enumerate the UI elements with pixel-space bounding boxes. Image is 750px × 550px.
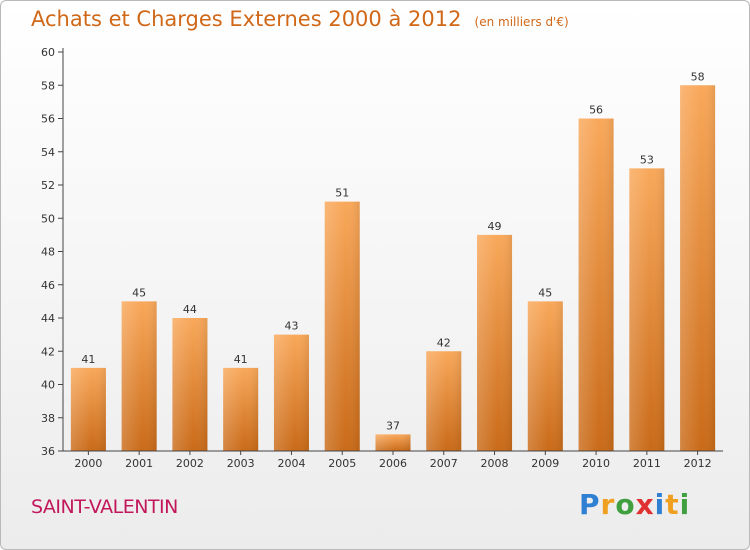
y-tick-label: 36: [41, 445, 55, 458]
y-tick-label: 60: [41, 46, 55, 59]
x-tick-label: 2003: [227, 457, 255, 470]
logo-letter: P: [579, 488, 601, 521]
bar-value-label: 42: [437, 336, 451, 349]
bar-value-label: 41: [234, 353, 248, 366]
logo-letter: r: [600, 488, 616, 521]
y-tick-label: 44: [41, 312, 55, 325]
y-tick-label: 42: [41, 345, 55, 358]
bar-shade: [375, 434, 411, 451]
bar-value-label: 58: [691, 70, 705, 83]
bar-value-label: 49: [488, 220, 502, 233]
logo-letter: t: [665, 488, 680, 521]
x-tick-label: 2011: [633, 457, 661, 470]
logo-letter: i: [679, 488, 691, 521]
y-tick-label: 40: [41, 379, 55, 392]
x-tick-label: 2006: [379, 457, 407, 470]
y-tick-label: 50: [41, 212, 55, 225]
x-tick-label: 2002: [176, 457, 204, 470]
y-tick-label: 54: [41, 146, 55, 159]
x-tick-label: 2012: [684, 457, 712, 470]
proxiti-logo: Proxiti: [579, 488, 690, 521]
bar-shade: [477, 234, 513, 451]
y-tick-label: 46: [41, 279, 55, 292]
x-tick-label: 2008: [481, 457, 509, 470]
x-tick-label: 2007: [430, 457, 458, 470]
x-tick-label: 2009: [531, 457, 559, 470]
y-tick-label: 38: [41, 412, 55, 425]
chart-title: Achats et Charges Externes 2000 à 2012: [31, 7, 462, 31]
commune-name: SAINT-VALENTIN: [31, 496, 178, 518]
bar-value-label: 53: [640, 153, 654, 166]
y-tick-label: 52: [41, 179, 55, 192]
chart-subtitle: (en milliers d'€): [474, 15, 569, 29]
bar-value-label: 43: [284, 320, 298, 333]
bar-value-label: 44: [183, 303, 197, 316]
bar-value-label: 41: [81, 353, 95, 366]
bar-shade: [273, 334, 309, 451]
bar-shade: [172, 318, 208, 451]
y-tick-label: 56: [41, 113, 55, 126]
x-tick-label: 2000: [74, 457, 102, 470]
bar-shade: [426, 351, 462, 451]
chart-title-block: Achats et Charges Externes 2000 à 2012 (…: [31, 7, 569, 31]
bar-value-label: 56: [589, 104, 603, 117]
bar-shade: [629, 168, 665, 451]
bar-shade: [578, 118, 614, 451]
bar-shade: [680, 85, 716, 451]
x-tick-label: 2004: [277, 457, 305, 470]
bar-shade: [70, 367, 106, 451]
logo-letter: x: [635, 488, 655, 521]
bar-value-label: 51: [335, 187, 349, 200]
logo-letter: o: [615, 488, 636, 521]
bar-shade: [324, 201, 360, 451]
x-tick-label: 2005: [328, 457, 356, 470]
y-tick-label: 58: [41, 79, 55, 92]
bar-shade: [527, 301, 563, 451]
bar-shade: [121, 301, 157, 451]
bar-value-label: 37: [386, 419, 400, 432]
x-tick-label: 2010: [582, 457, 610, 470]
x-tick-label: 2001: [125, 457, 153, 470]
logo-letter: i: [654, 488, 666, 521]
bar-value-label: 45: [132, 286, 146, 299]
bar-value-label: 45: [538, 286, 552, 299]
bar-shade: [223, 367, 259, 451]
y-tick-label: 48: [41, 246, 55, 259]
